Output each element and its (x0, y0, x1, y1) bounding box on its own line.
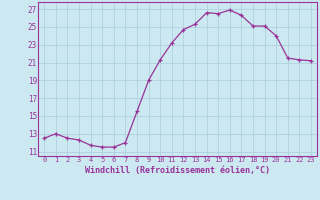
X-axis label: Windchill (Refroidissement éolien,°C): Windchill (Refroidissement éolien,°C) (85, 166, 270, 175)
